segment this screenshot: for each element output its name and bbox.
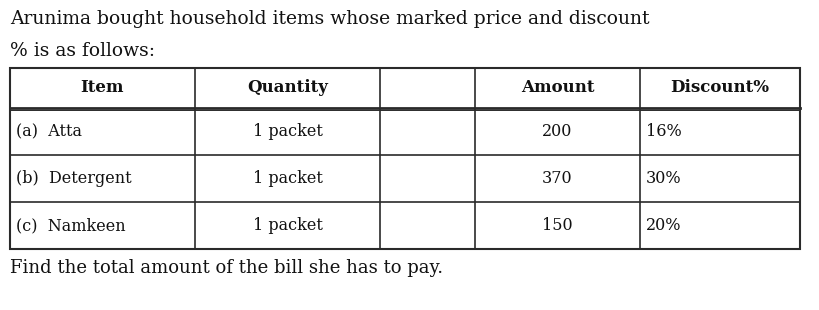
Text: (c)  Namkeen: (c) Namkeen <box>16 217 125 234</box>
Text: Quantity: Quantity <box>247 79 328 96</box>
Bar <box>10 68 799 249</box>
Text: Find the total amount of the bill she has to pay.: Find the total amount of the bill she ha… <box>10 259 442 277</box>
Text: 1 packet: 1 packet <box>252 217 322 234</box>
Text: 1 packet: 1 packet <box>252 170 322 187</box>
Text: 150: 150 <box>541 217 572 234</box>
Text: Item: Item <box>80 79 124 96</box>
Text: 370: 370 <box>541 170 572 187</box>
Text: % is as follows:: % is as follows: <box>10 42 155 60</box>
Text: (b)  Detergent: (b) Detergent <box>16 170 132 187</box>
Text: 1 packet: 1 packet <box>252 123 322 140</box>
Text: Discount%: Discount% <box>670 79 768 96</box>
Text: 16%: 16% <box>645 123 681 140</box>
Text: 200: 200 <box>541 123 572 140</box>
Text: Amount: Amount <box>520 79 594 96</box>
Text: Arunima bought household items whose marked price and discount: Arunima bought household items whose mar… <box>10 10 649 28</box>
Text: 30%: 30% <box>645 170 681 187</box>
Text: 20%: 20% <box>645 217 681 234</box>
Text: (a)  Atta: (a) Atta <box>16 123 82 140</box>
